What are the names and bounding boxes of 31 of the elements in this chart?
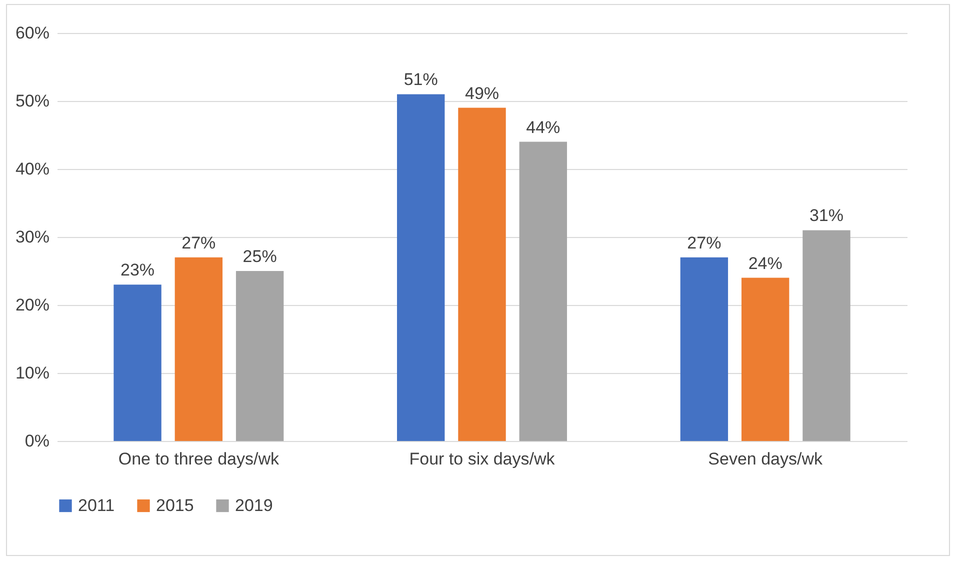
y-tick-label: 0% <box>24 432 50 450</box>
bar <box>236 271 284 441</box>
data-label: 27% <box>687 233 722 252</box>
legend-label: 2015 <box>156 496 194 515</box>
bar <box>802 230 850 441</box>
y-tick-label: 40% <box>15 160 50 178</box>
data-label: 51% <box>404 70 438 90</box>
data-label: 27% <box>182 233 216 252</box>
bar <box>680 257 728 441</box>
data-label: 23% <box>120 260 155 280</box>
bar <box>519 142 567 441</box>
data-label: 31% <box>809 206 844 226</box>
bar <box>174 257 223 441</box>
y-tick-label: 20% <box>15 296 50 314</box>
legend-label: 2011 <box>78 496 115 515</box>
x-tick-label: One to three days/wk <box>118 450 280 468</box>
bar <box>114 284 162 441</box>
y-tick-label: 30% <box>15 228 50 246</box>
data-label: 24% <box>748 254 782 273</box>
data-label: 44% <box>526 118 560 137</box>
bar <box>741 278 790 441</box>
y-tick-label: 50% <box>15 92 50 110</box>
legend-label: 2019 <box>235 496 273 515</box>
data-label: 49% <box>464 84 500 103</box>
y-tick-label: 60% <box>15 24 50 42</box>
bar <box>458 108 506 441</box>
data-label: 25% <box>242 247 277 266</box>
x-tick-label: Seven days/wk <box>708 450 823 468</box>
y-tick-label: 10% <box>15 364 50 382</box>
x-tick-label: Four to six days/wk <box>409 450 556 468</box>
bar <box>397 94 445 441</box>
